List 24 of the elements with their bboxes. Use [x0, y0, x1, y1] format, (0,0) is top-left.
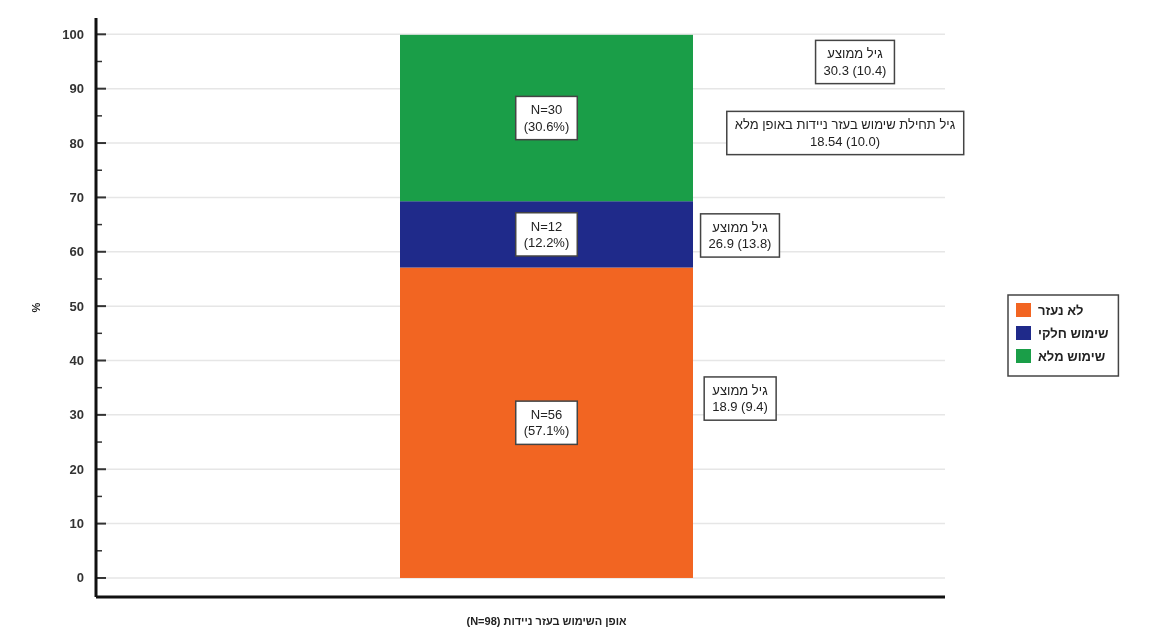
- data-label: N=56 (57.1%): [523, 407, 570, 439]
- y-tick-label: 100: [62, 26, 84, 42]
- y-tick-label: 70: [69, 189, 84, 205]
- x-axis-title: אופן השימוש בעזר ניידות (N=98): [466, 615, 627, 627]
- bar: [400, 267, 693, 578]
- legend-item: שימוש חלקי: [1016, 325, 1109, 341]
- legend-label: לא נעזר: [1038, 302, 1084, 318]
- data-label: N=30 (30.6%): [523, 102, 570, 134]
- y-tick-label: 60: [69, 244, 84, 260]
- y-tick-label: 30: [69, 407, 84, 423]
- legend-label: שימוש מלא: [1038, 348, 1106, 364]
- data-label: N=12 (12.2%): [523, 218, 570, 250]
- y-tick-label: 90: [69, 81, 84, 97]
- legend-item: שימוש מלא: [1016, 348, 1106, 364]
- y-tick-label: 40: [69, 353, 84, 369]
- y-axis-title: %: [30, 302, 42, 313]
- y-tick-label: 10: [69, 516, 84, 532]
- legend-item: לא נעזר: [1016, 302, 1084, 318]
- legend-label: שימוש חלקי: [1038, 325, 1109, 341]
- y-tick-label: 20: [69, 461, 84, 477]
- y-tick-label: 50: [69, 298, 84, 314]
- bar: [400, 34, 693, 202]
- y-tick-label: 80: [69, 135, 84, 151]
- y-tick-label: 0: [76, 570, 84, 586]
